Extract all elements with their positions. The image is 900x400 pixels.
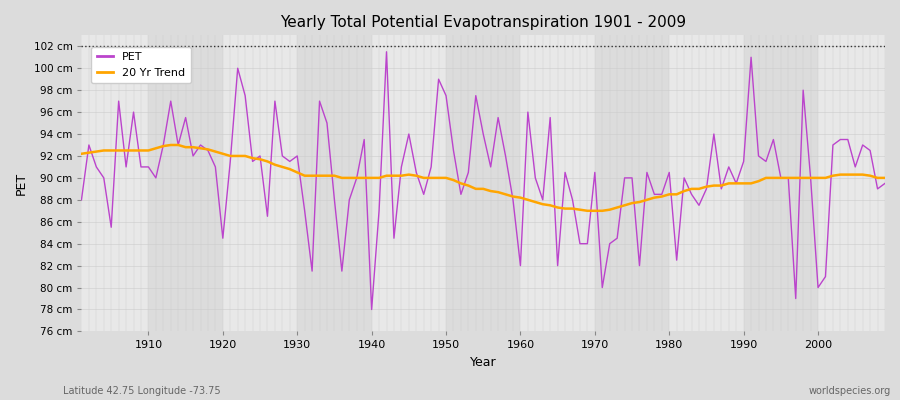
Bar [372,35,446,332]
Bar [670,35,743,332]
Bar [446,35,520,332]
Bar [148,35,223,332]
Bar [520,35,595,332]
Title: Yearly Total Potential Evapotranspiration 1901 - 2009: Yearly Total Potential Evapotranspiratio… [280,15,687,30]
Legend: PET, 20 Yr Trend: PET, 20 Yr Trend [91,47,191,84]
Bar [818,35,885,332]
X-axis label: Year: Year [470,356,497,369]
Text: Latitude 42.75 Longitude -73.75: Latitude 42.75 Longitude -73.75 [63,386,220,396]
Bar [223,35,297,332]
Bar [297,35,372,332]
Bar [595,35,670,332]
Bar [82,35,148,332]
Text: worldspecies.org: worldspecies.org [809,386,891,396]
Y-axis label: PET: PET [15,172,28,195]
Bar [743,35,818,332]
